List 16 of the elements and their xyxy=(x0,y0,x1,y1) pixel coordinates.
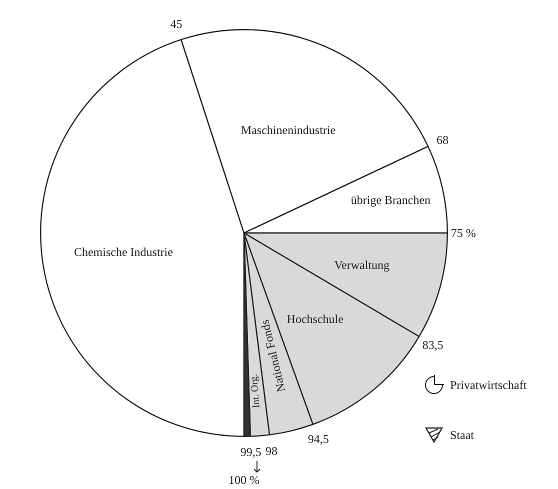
slice-label: übrige Branchen xyxy=(350,193,431,208)
slice-label: Maschinenindustrie xyxy=(240,123,336,138)
text: 75 % xyxy=(450,226,476,240)
slice-label: Hochschule xyxy=(286,312,344,326)
slice-label: Chemische Industrie xyxy=(74,245,173,260)
text: 99,5 xyxy=(240,445,262,460)
text: 98 xyxy=(265,444,278,458)
text: 83,5 xyxy=(422,338,444,352)
slice-label: Int. Org. xyxy=(249,374,263,409)
text: Staat xyxy=(450,428,474,442)
text: 68 xyxy=(436,132,449,147)
text: 45 xyxy=(170,17,182,32)
text: 100 % xyxy=(228,473,260,488)
text: 94,5 xyxy=(308,432,329,446)
slice-label: Verwaltung xyxy=(334,258,390,272)
text: Privatwirtschaft xyxy=(450,378,527,392)
